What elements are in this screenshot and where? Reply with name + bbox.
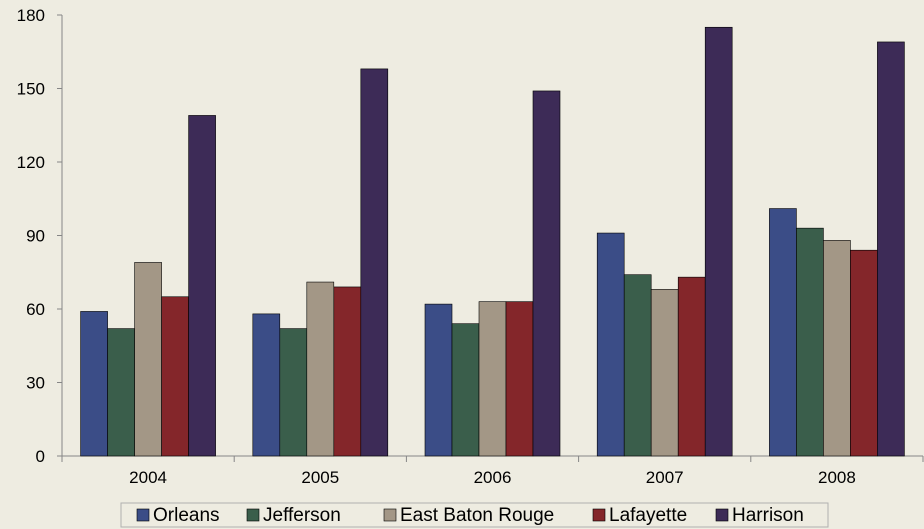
bar-harrison-2006 [532,90,561,457]
legend-label-lafayette: Lafayette [609,505,687,526]
bar-jefferson-2007 [623,274,652,457]
bar-jefferson-2006 [451,323,480,457]
x-tick-label: 2007 [646,468,684,487]
bar-lafayette-2007 [677,276,706,457]
bar-orleans-2005 [252,313,281,457]
bar-orleans-2004 [80,311,108,457]
bar-lafayette-2005 [333,286,362,457]
legend-swatch-lafayette [592,508,606,522]
bar-east-baton-rouge-2004 [134,262,162,457]
legend: Orleans Jefferson East Baton Rouge Lafayett… [120,502,829,528]
x-tick-label: 2004 [129,468,167,487]
bars [80,26,905,457]
bar-jefferson-2004 [107,328,135,457]
legend-box [120,502,829,528]
bar-orleans-2008 [769,208,797,457]
legend-label-orleans: Orleans [153,505,220,526]
bar-jefferson-2008 [796,227,824,457]
x-tick-label: 2008 [818,468,856,487]
y-tick-label: 180 [17,6,45,25]
bar-lafayette-2008 [850,249,878,457]
bar-orleans-2007 [596,232,625,457]
bar-harrison-2007 [704,26,733,457]
bar-east-baton-rouge-2007 [650,289,679,457]
bar-east-baton-rouge-2008 [823,240,851,457]
legend-swatch-east-baton-rouge [383,508,397,522]
tick-labels: 0 30 60 90 120 150 180 2004 2005 2006 2007 2008 [17,6,856,487]
y-tick-label: 150 [17,80,45,99]
bar-harrison-2008 [877,41,905,457]
legend-label-jefferson: Jefferson [263,505,341,526]
bar-lafayette-2004 [161,296,189,457]
bar-lafayette-2006 [505,301,534,457]
y-tick-label: 90 [26,227,45,246]
x-tick-label: 2006 [474,468,512,487]
legend-swatch-orleans [136,508,150,522]
bar-orleans-2006 [424,303,453,457]
legend-label-harrison: Harrison [732,505,804,526]
y-tick-label: 0 [36,447,45,466]
x-tick-label: 2005 [301,468,339,487]
bar-east-baton-rouge-2005 [306,281,335,457]
bar-jefferson-2005 [279,328,308,457]
bar-east-baton-rouge-2006 [478,301,507,457]
y-tick-label: 30 [26,374,45,393]
y-tick-label: 60 [26,300,45,319]
legend-swatch-harrison [715,508,729,522]
legend-label-east-baton-rouge: East Baton Rouge [400,505,554,526]
legend-swatch-jefferson [246,508,260,522]
bar-harrison-2005 [360,68,389,457]
y-tick-label: 120 [17,153,45,172]
bar-harrison-2004 [188,115,216,457]
